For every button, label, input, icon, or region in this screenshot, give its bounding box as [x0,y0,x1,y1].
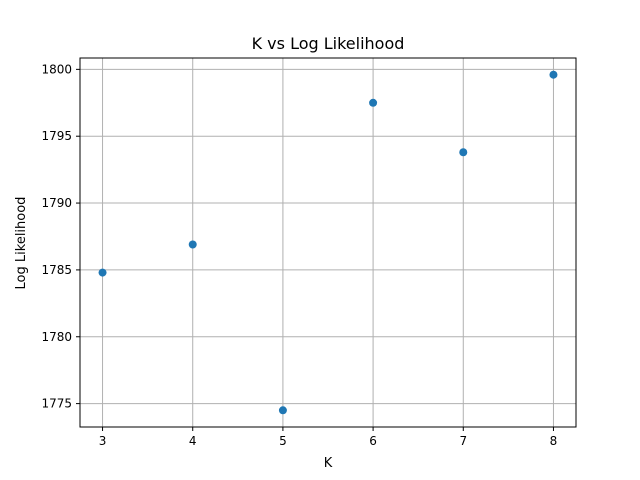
grid-lines [80,58,576,427]
x-tick-label: 5 [279,434,287,448]
x-tick-label: 8 [550,434,558,448]
plot-area-frame [79,57,577,428]
y-tick-label: 1780 [41,330,72,344]
y-tick-label: 1785 [41,263,72,277]
y-tick-label: 1775 [41,397,72,411]
data-points [98,70,558,415]
y-tick-label: 1800 [41,62,72,76]
scatter-point [549,70,558,79]
x-tick-label: 3 [99,434,107,448]
axis-ticks: 3 4 5 6 7 8 1775 1780 1785 1790 1795 1800 [41,62,557,448]
x-tick-label: 6 [369,434,377,448]
scatter-point [188,240,197,249]
chart-title: K vs Log Likelihood [252,34,405,53]
x-tick-label: 7 [459,434,467,448]
y-axis-label: Log Likelihood [14,197,29,290]
scatter-point [369,98,378,107]
scatter-point [278,406,287,415]
scatter-point [98,268,107,277]
scatter-point [459,148,468,157]
y-tick-label: 1790 [41,196,72,210]
y-tick-label: 1795 [41,129,72,143]
x-tick-label: 4 [189,434,197,448]
x-axis-label: K [324,456,333,471]
